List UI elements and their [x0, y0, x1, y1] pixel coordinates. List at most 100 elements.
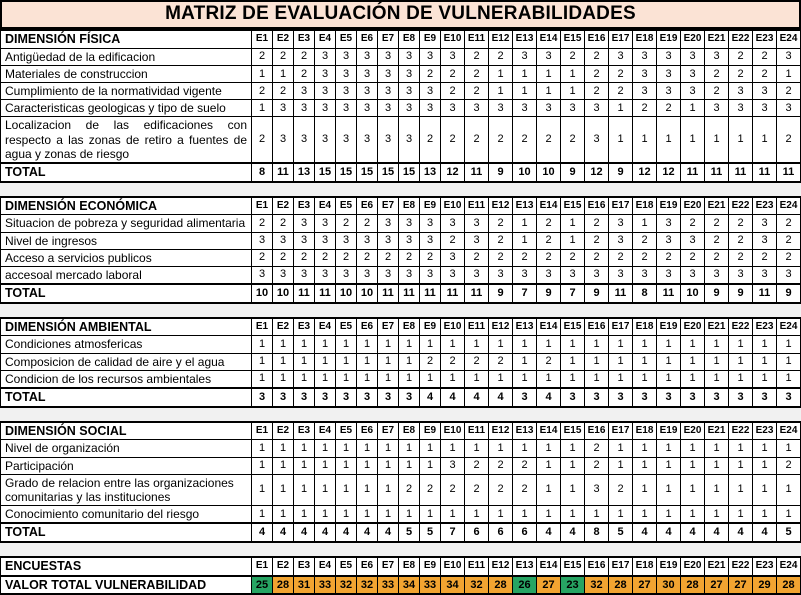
- matrix-cell: 2: [704, 82, 729, 101]
- valor-total-cell: 30: [656, 574, 681, 595]
- total-cell: 10: [680, 282, 705, 304]
- column-header: E5: [335, 28, 357, 49]
- matrix-cell: 1: [560, 231, 585, 250]
- header-row: ENCUESTAS E1 E2 E3 E4 E5 E6 E7 E8 E9 E10 E11 E12 E13 E…: [0, 555, 801, 577]
- table-row: Materiales de construccion 1 1 2 3 3 3 3 3 2 2 2 1 1 1…: [0, 64, 801, 84]
- total-cell: 3: [656, 386, 681, 408]
- section-table: DIMENSIÓN FÍSICA E1 E2 E3 E4 E5 E6 E7 E8 E9 E10 E11…: [0, 28, 801, 183]
- table-row: Composicion de calidad de aire y el agua…: [0, 352, 801, 371]
- column-header: E3: [293, 195, 315, 216]
- matrix-cell: 3: [335, 116, 357, 164]
- total-cell: 3: [752, 386, 777, 408]
- matrix-cell: 1: [776, 505, 801, 524]
- matrix-cell: 2: [656, 248, 681, 267]
- matrix-cell: 1: [656, 335, 681, 354]
- matrix-cell: 3: [293, 231, 315, 250]
- valor-total-cell: 28: [272, 574, 294, 595]
- matrix-cell: 1: [272, 352, 294, 371]
- total-label: TOTAL: [0, 282, 252, 304]
- matrix-cell: 2: [419, 116, 441, 164]
- valor-total-cell: 28: [488, 574, 513, 595]
- column-header: E17: [608, 316, 633, 337]
- total-cell: 4: [335, 522, 357, 543]
- matrix-cell: 2: [440, 231, 465, 250]
- total-cell: 8: [251, 161, 273, 183]
- total-cell: 4: [377, 522, 399, 543]
- matrix-cell: 2: [314, 248, 336, 267]
- total-cell: 4: [488, 386, 513, 408]
- matrix-cell: 2: [560, 116, 585, 164]
- matrix-cell: 3: [293, 99, 315, 118]
- column-header: E12: [488, 316, 513, 337]
- matrix-cell: 1: [608, 505, 633, 524]
- matrix-cell: 3: [752, 231, 777, 250]
- matrix-cell: 2: [440, 64, 465, 84]
- matrix-cell: 2: [512, 456, 537, 475]
- matrix-cell: 3: [656, 214, 681, 233]
- matrix-cell: 3: [512, 265, 537, 285]
- matrix-cell: 3: [656, 82, 681, 101]
- matrix-cell: 2: [704, 214, 729, 233]
- matrix-cell: 2: [584, 47, 609, 66]
- matrix-cell: 1: [512, 352, 537, 371]
- total-cell: 11: [293, 282, 315, 304]
- matrix-cell: 1: [560, 64, 585, 84]
- matrix-cell: 1: [728, 456, 753, 475]
- total-cell: 4: [356, 522, 378, 543]
- matrix-cell: 3: [314, 99, 336, 118]
- matrix-cell: 3: [314, 265, 336, 285]
- matrix-cell: 2: [251, 82, 273, 101]
- matrix-cell: 3: [419, 82, 441, 101]
- matrix-cell: 3: [560, 99, 585, 118]
- matrix-cell: 1: [536, 473, 561, 507]
- column-header: E18: [632, 28, 657, 49]
- table-row: Nivel de ingresos 3 3 3 3 3 3 3 3 3 2 3 2 1 2 1 2 3 2 3 3 2 2 3…: [0, 231, 801, 250]
- matrix-cell: 3: [656, 231, 681, 250]
- row-label: Antigüedad de la edificacion: [0, 47, 252, 66]
- column-header: E20: [680, 28, 705, 49]
- column-header: E1: [251, 28, 273, 49]
- column-header: E3: [293, 28, 315, 49]
- matrix-cell: 2: [251, 116, 273, 164]
- matrix-cell: 3: [398, 214, 420, 233]
- matrix-cell: 2: [464, 116, 489, 164]
- matrix-cell: 1: [536, 456, 561, 475]
- matrix-cell: 2: [632, 99, 657, 118]
- total-cell: 3: [512, 386, 537, 408]
- matrix-cell: 3: [272, 231, 294, 250]
- matrix-cell: 3: [377, 99, 399, 118]
- matrix-cell: 1: [314, 505, 336, 524]
- column-header: E23: [752, 195, 777, 216]
- matrix-cell: 1: [680, 473, 705, 507]
- row-label: Acceso a servicios publicos: [0, 248, 252, 267]
- row-label: Localizacion de las edificaciones con re…: [0, 116, 252, 164]
- matrix-cell: 3: [356, 47, 378, 66]
- matrix-cell: 1: [752, 116, 777, 164]
- matrix-cell: 3: [440, 99, 465, 118]
- column-header: E14: [536, 316, 561, 337]
- total-cell: 10: [335, 282, 357, 304]
- total-cell: 7: [560, 282, 585, 304]
- total-cell: 5: [608, 522, 633, 543]
- matrix-cell: 3: [704, 99, 729, 118]
- matrix-cell: 2: [776, 231, 801, 250]
- valor-total-cell: 28: [608, 574, 633, 595]
- matrix-cell: 3: [680, 231, 705, 250]
- matrix-cell: 3: [776, 265, 801, 285]
- table-row: Cumplimiento de la normatividad vigente 2…: [0, 82, 801, 101]
- total-cell: 10: [251, 282, 273, 304]
- matrix-cell: 2: [464, 352, 489, 371]
- matrix-cell: 1: [314, 456, 336, 475]
- section-title: DIMENSIÓN ECONÓMICA: [0, 195, 252, 216]
- total-cell: 9: [728, 282, 753, 304]
- column-header: E12: [488, 195, 513, 216]
- row-label: Caracteristicas geologicas y tipo de sue…: [0, 99, 252, 118]
- matrix-cell: 2: [488, 214, 513, 233]
- matrix-cell: 1: [632, 439, 657, 458]
- matrix-cell: 3: [377, 116, 399, 164]
- column-header: E9: [419, 28, 441, 49]
- matrix-cell: 1: [560, 456, 585, 475]
- matrix-cell: 1: [752, 473, 777, 507]
- total-cell: 13: [293, 161, 315, 183]
